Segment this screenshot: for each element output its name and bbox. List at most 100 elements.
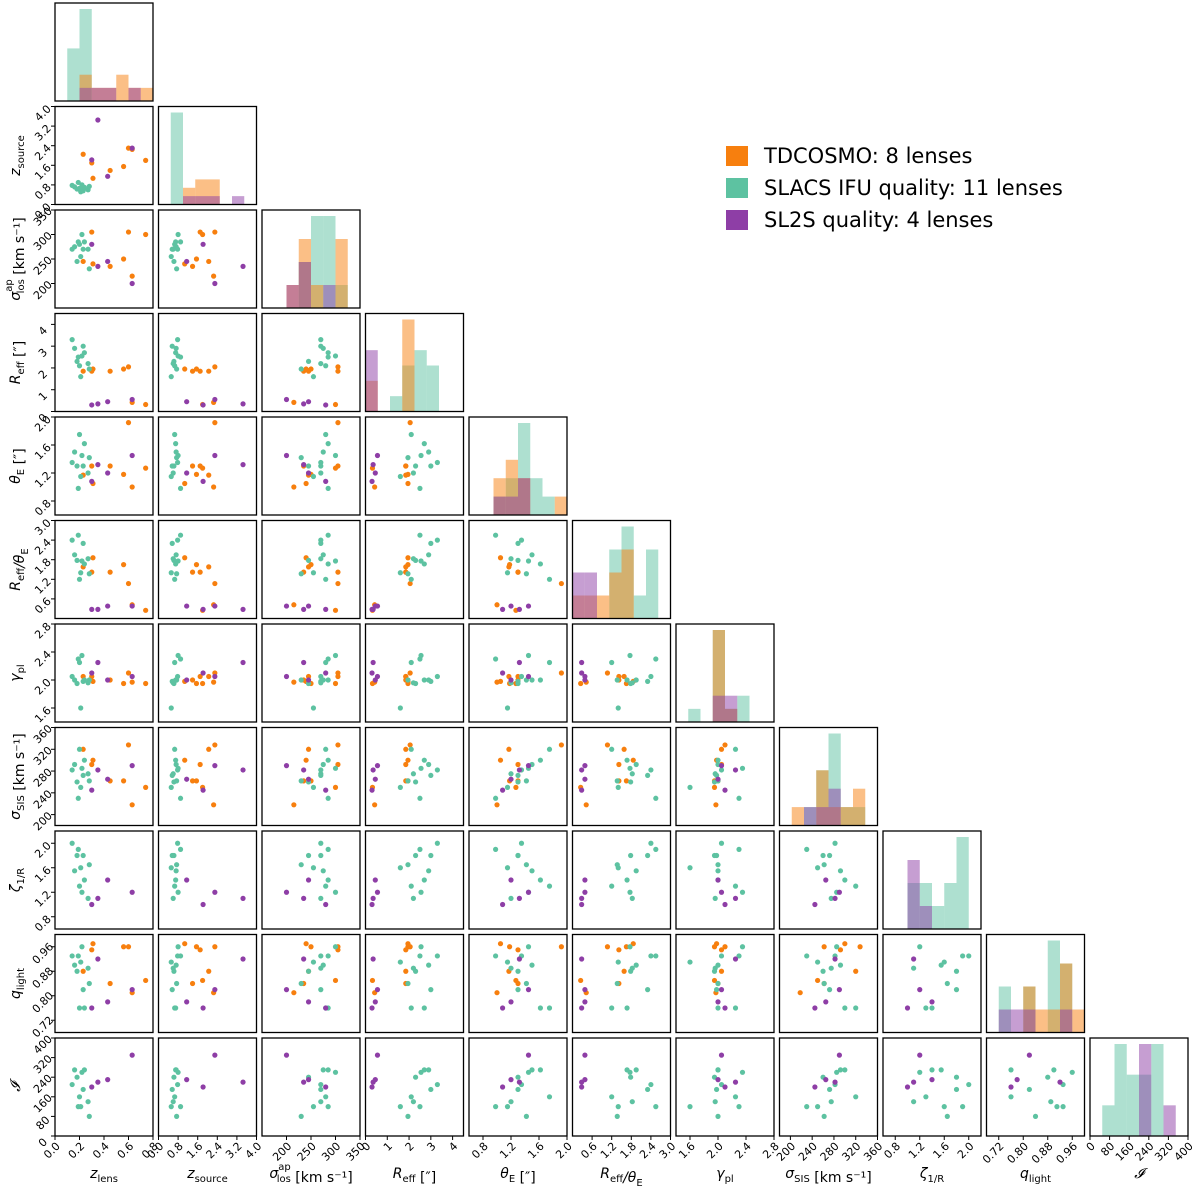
data-point bbox=[405, 555, 411, 561]
data-point bbox=[81, 239, 87, 245]
y-tick-label: 1.8 bbox=[32, 556, 54, 578]
scatter-zeta-vs-q bbox=[882, 933, 982, 1034]
hist-bar bbox=[1047, 1009, 1060, 1033]
hist-te bbox=[468, 416, 568, 516]
y-tick-label: 0.88 bbox=[30, 965, 57, 992]
hist-bar bbox=[286, 285, 299, 308]
data-point bbox=[206, 472, 212, 478]
data-point bbox=[89, 1084, 95, 1090]
x-tick-label: 2.0 bbox=[704, 1140, 726, 1162]
data-point bbox=[240, 462, 246, 468]
data-point bbox=[960, 1104, 966, 1110]
data-point bbox=[834, 944, 840, 950]
data-point bbox=[143, 401, 149, 408]
data-point bbox=[212, 673, 218, 680]
data-point bbox=[428, 772, 434, 779]
data-point bbox=[842, 877, 848, 883]
data-point bbox=[718, 889, 725, 895]
data-point bbox=[125, 944, 132, 950]
hist-bar bbox=[828, 788, 841, 826]
data-point bbox=[645, 1086, 651, 1093]
data-point bbox=[212, 944, 218, 950]
y-tick-label: 2.0 bbox=[32, 676, 54, 698]
data-point bbox=[426, 552, 432, 558]
data-point bbox=[325, 795, 331, 801]
data-point bbox=[78, 705, 84, 711]
data-point bbox=[715, 980, 721, 987]
data-point bbox=[497, 941, 504, 947]
data-point bbox=[86, 455, 92, 461]
x-tick-label: 1.2 bbox=[906, 1140, 928, 1162]
scatter-zs-vs-reff bbox=[157, 312, 258, 413]
data-point bbox=[332, 452, 339, 459]
data-point bbox=[105, 877, 111, 883]
data-point bbox=[372, 776, 378, 782]
data-point bbox=[89, 901, 95, 908]
panel-frame bbox=[675, 726, 775, 827]
data-point bbox=[426, 761, 432, 768]
data-point bbox=[421, 677, 427, 683]
data-point bbox=[515, 569, 521, 575]
data-point bbox=[493, 795, 499, 801]
x-tick-label: 3.0 bbox=[657, 1140, 679, 1162]
data-point bbox=[508, 1077, 514, 1083]
data-point bbox=[107, 368, 113, 374]
data-point bbox=[170, 771, 176, 777]
data-point bbox=[615, 705, 621, 711]
hist-bar bbox=[1139, 1044, 1152, 1136]
hist-bar bbox=[621, 549, 634, 619]
x-tick-label: 0.88 bbox=[1029, 1140, 1056, 1167]
data-point bbox=[79, 652, 85, 659]
legend-swatch-sl2s bbox=[726, 210, 748, 230]
x-axis-label: θE [″] bbox=[500, 1166, 536, 1186]
data-point bbox=[74, 358, 80, 365]
data-point bbox=[86, 1113, 92, 1119]
data-point bbox=[911, 1079, 917, 1085]
data-point bbox=[240, 956, 246, 962]
panel-frame bbox=[468, 1037, 568, 1137]
data-point bbox=[616, 947, 622, 953]
data-point bbox=[175, 765, 181, 771]
data-point bbox=[78, 570, 84, 576]
x-tick-label: 1.8 bbox=[618, 1140, 640, 1162]
data-point bbox=[408, 1094, 414, 1100]
data-point bbox=[172, 746, 178, 752]
data-point bbox=[75, 846, 81, 852]
data-point bbox=[320, 868, 326, 874]
data-point bbox=[516, 659, 523, 666]
data-point bbox=[504, 570, 511, 576]
data-point bbox=[732, 1079, 739, 1085]
data-point bbox=[629, 771, 635, 777]
data-point bbox=[515, 540, 521, 546]
data-point bbox=[578, 680, 584, 687]
data-point bbox=[645, 678, 651, 685]
hist-bar bbox=[712, 695, 725, 722]
data-point bbox=[332, 765, 339, 771]
panel-frame bbox=[364, 623, 465, 723]
data-point bbox=[143, 157, 149, 163]
data-point bbox=[125, 742, 132, 748]
data-point bbox=[403, 746, 409, 752]
data-point bbox=[374, 987, 381, 993]
data-point bbox=[80, 968, 86, 974]
data-point bbox=[301, 956, 307, 962]
panel-frame bbox=[675, 830, 775, 930]
data-point bbox=[629, 895, 635, 901]
data-point bbox=[579, 1005, 585, 1011]
data-point bbox=[525, 558, 532, 564]
data-point bbox=[107, 569, 113, 575]
panel-frame bbox=[882, 1037, 982, 1137]
data-point bbox=[493, 656, 499, 662]
data-point bbox=[129, 396, 135, 403]
data-point bbox=[172, 431, 178, 438]
data-point bbox=[687, 784, 693, 790]
hist-bar bbox=[1102, 1105, 1115, 1136]
data-point bbox=[405, 980, 411, 987]
data-point bbox=[497, 555, 504, 561]
data-point bbox=[941, 959, 947, 965]
data-point bbox=[421, 1005, 427, 1011]
data-point bbox=[301, 895, 307, 901]
data-point bbox=[79, 944, 85, 950]
data-point bbox=[80, 987, 86, 993]
